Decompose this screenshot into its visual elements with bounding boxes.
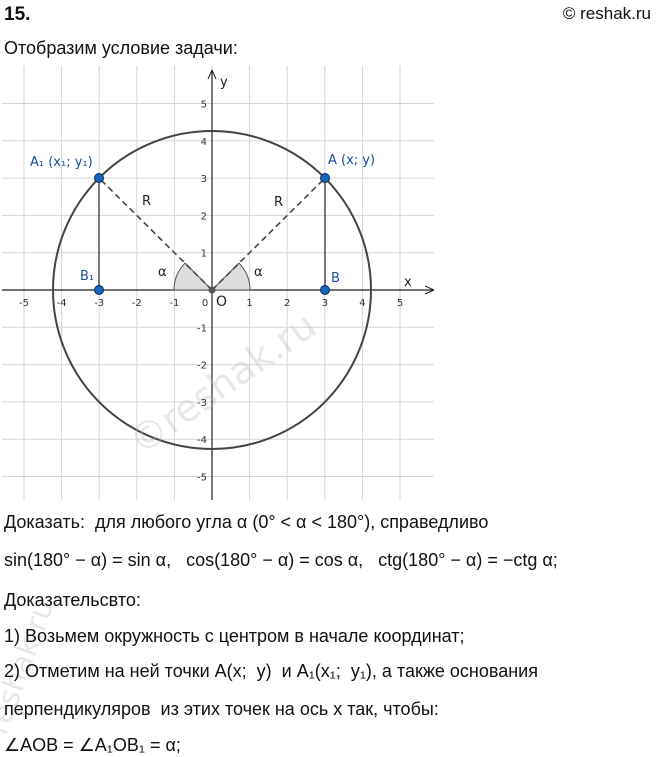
- y-tick-label: 1: [201, 249, 207, 260]
- text-line: 1) Возьмем окружность с центром в начале…: [4, 626, 465, 646]
- radius: [98, 177, 213, 291]
- point-label: B: [331, 271, 340, 286]
- origin-point: [208, 286, 216, 294]
- text-line: 2) Отметим на ней точки A(x; y) и A₁(x₁;…: [4, 661, 538, 681]
- y-tick-label: -5: [197, 473, 207, 484]
- x-tick-label: 0: [202, 298, 208, 309]
- y-tick-label: -4: [197, 435, 207, 446]
- angle-label: α: [158, 265, 167, 280]
- y-tick-label: 5: [201, 100, 207, 111]
- point: [94, 285, 104, 295]
- point-label: A (x; y): [328, 153, 375, 168]
- origin-label: O: [216, 294, 227, 310]
- circle: [52, 130, 372, 450]
- text-line: Доказательсвто:: [4, 590, 141, 610]
- y-arrow: [207, 69, 217, 80]
- x-tick-label: 4: [359, 298, 365, 309]
- point: [94, 173, 104, 183]
- watermark-box: reshak.ru: [0, 594, 60, 739]
- point: [320, 285, 330, 295]
- y-tick-label: 3: [201, 174, 207, 185]
- angle-sector: [173, 262, 214, 291]
- y-tick-label: -3: [197, 398, 207, 409]
- x-tick-label: 5: [397, 298, 403, 309]
- text-line: ∠AOB = ∠A₁OB₁ = α;: [4, 735, 181, 755]
- figure: A (x; y) A₁ (x₁; y₁) B B₁ R R α α O x y …: [2, 66, 435, 500]
- y-tick-label: 4: [201, 137, 207, 148]
- point: [320, 173, 330, 183]
- intro: Отобразим условие задачи:: [4, 38, 238, 58]
- angle-sector: [210, 262, 251, 291]
- x-tick-label: -5: [19, 298, 29, 309]
- y-tick-label: 2: [201, 211, 207, 222]
- x-tick-label: 2: [284, 298, 290, 309]
- radius: [211, 177, 326, 291]
- point-label: B₁: [80, 269, 94, 284]
- y-tick-label: -1: [197, 323, 207, 334]
- x-tick-label: -1: [169, 298, 179, 309]
- task-number: 15.: [4, 4, 31, 25]
- text-line: перпендикуляров из этих точек на ось x т…: [4, 699, 439, 719]
- axis-label: y: [220, 75, 228, 90]
- x-tick-label: -3: [94, 298, 104, 309]
- y-tick-label: -2: [197, 361, 207, 372]
- x-tick-label: -4: [57, 298, 67, 309]
- copyright: © reshak.ru: [562, 4, 651, 23]
- point-label: A₁ (x₁; y₁): [30, 155, 93, 170]
- x-tick-label: 3: [322, 298, 328, 309]
- x-tick-label: -2: [132, 298, 142, 309]
- text-line: Доказать: для любого угла α (0° < α < 18…: [4, 512, 489, 532]
- angle-label: α: [254, 265, 263, 280]
- radius-label: R: [274, 195, 283, 210]
- x-arrow: [424, 285, 435, 295]
- axis-label: x: [404, 275, 412, 290]
- x-tick-label: 1: [246, 298, 252, 309]
- radius-label: R: [142, 194, 151, 209]
- text-line: sin(180° − α) = sin α, cos(180° − α) = c…: [4, 550, 558, 570]
